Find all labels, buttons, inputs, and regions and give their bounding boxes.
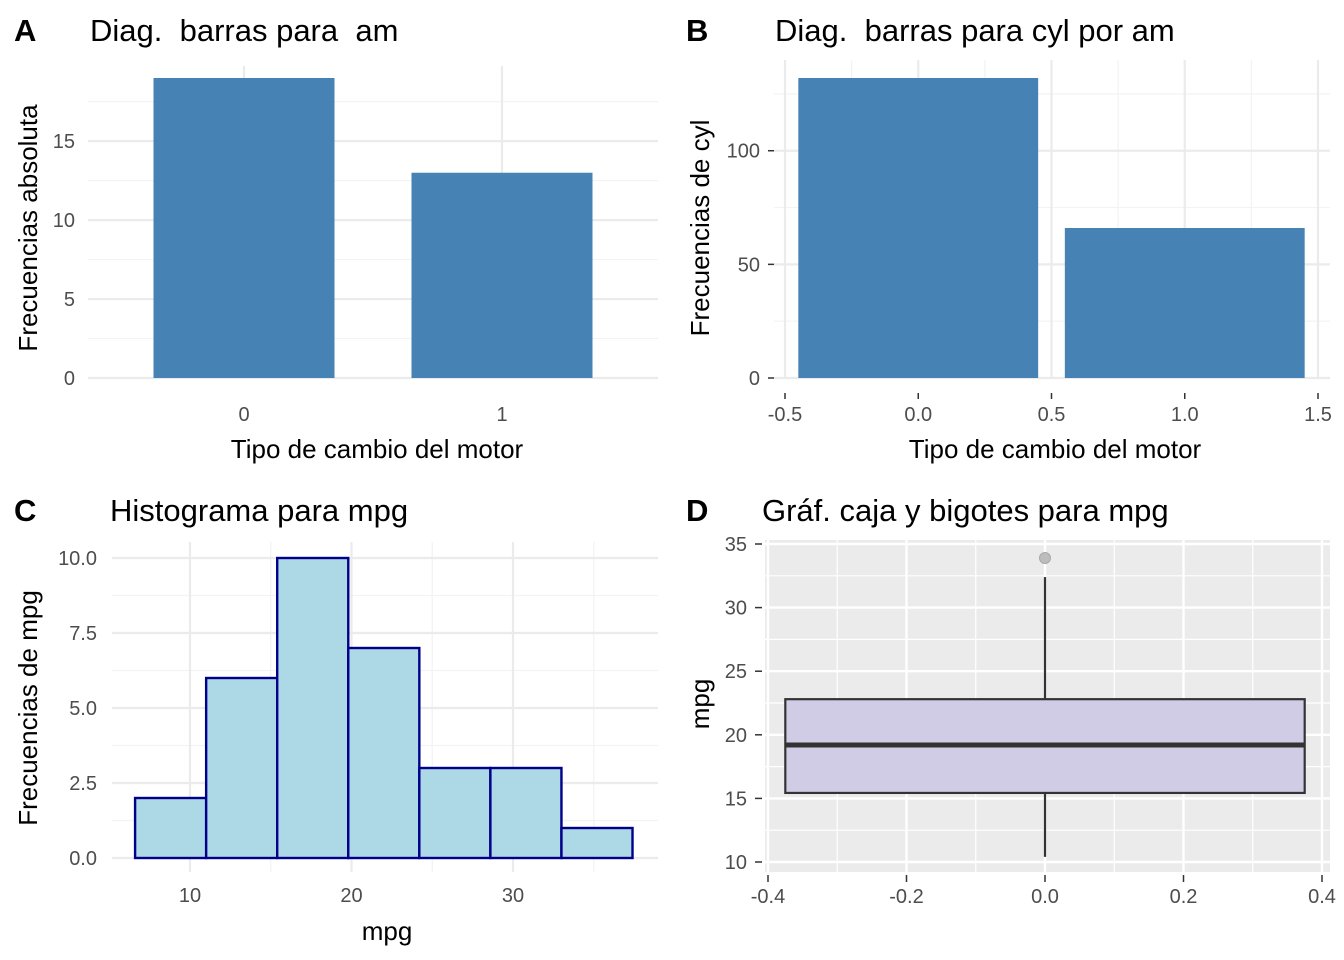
panel-d-title: Gráf. caja y bigotes para mpg bbox=[762, 493, 1169, 528]
panel-b-plot: 0 50 100 -0.5 0.0 0.5 1.0 1.5 bbox=[727, 60, 1332, 426]
panel-b-x-axis-title: Tipo de cambio del motor bbox=[909, 434, 1202, 464]
y-tick-label-1: 2.5 bbox=[69, 773, 97, 795]
panel-letter-b: B bbox=[686, 13, 708, 48]
y-tick-label-30: 30 bbox=[725, 598, 747, 620]
y-tick-label-0: 0 bbox=[749, 368, 760, 390]
x-tick-label-1: 1 bbox=[496, 404, 507, 426]
y-tick-label-50: 50 bbox=[738, 254, 760, 276]
x-tick-label-3: 0.2 bbox=[1170, 886, 1198, 908]
histogram-bin-5 bbox=[489, 766, 563, 860]
panel-b: B Diag. barras para cyl por am 0 50 100 -0.… bbox=[685, 13, 1332, 464]
y-tick-label-15: 15 bbox=[725, 788, 747, 810]
histogram-bin-6 bbox=[560, 826, 634, 860]
x-tick-label-0: 0 bbox=[238, 404, 249, 426]
y-tick-label-3: 7.5 bbox=[69, 623, 97, 645]
x-tick-label-10: 10 bbox=[179, 885, 201, 907]
panel-a-x-axis-title: Tipo de cambio del motor bbox=[231, 434, 524, 464]
x-tick-label-0: -0.4 bbox=[751, 886, 785, 908]
y-tick-label-15: 15 bbox=[53, 131, 75, 153]
panel-d-plot: 10 15 20 25 30 35 -0.4 -0.2 0.0 0.2 0.4 bbox=[725, 534, 1336, 908]
panel-b-title: Diag. barras para cyl por am bbox=[775, 13, 1175, 48]
histogram-bin-0 bbox=[133, 796, 208, 860]
panel-letter-d: D bbox=[686, 493, 708, 528]
x-tick-label-4: 1.5 bbox=[1304, 404, 1332, 426]
y-tick-label-10: 10 bbox=[53, 210, 75, 232]
histogram-bin-3 bbox=[347, 646, 421, 860]
x-tick-label-2: 0.5 bbox=[1038, 404, 1066, 426]
x-tick-label-1: 0.0 bbox=[904, 404, 932, 426]
panel-letter-c: C bbox=[14, 493, 36, 528]
x-tick-label-1: -0.2 bbox=[889, 886, 923, 908]
panel-c-plot: 0.0 2.5 5.0 7.5 10.0 10 20 30 bbox=[58, 542, 658, 907]
y-tick-label-2: 5.0 bbox=[69, 698, 97, 720]
outlier-point-0 bbox=[1039, 551, 1051, 564]
panel-d: D Gráf. caja y bigotes para mpg 10 15 20 25… bbox=[685, 493, 1336, 908]
panel-c: C Histograma para mpg 0.0 2.5 5.0 7.5 10.0 10… bbox=[13, 493, 658, 946]
panel-c-title: Histograma para mpg bbox=[110, 493, 408, 528]
bar-0 bbox=[798, 78, 1039, 378]
x-tick-label-4: 0.4 bbox=[1308, 886, 1336, 908]
x-tick-label-3: 1.0 bbox=[1171, 404, 1199, 426]
panel-a-plot: 0 5 10 15 0 1 bbox=[53, 66, 658, 426]
y-tick-label-5: 5 bbox=[64, 289, 75, 311]
y-tick-label-20: 20 bbox=[725, 725, 747, 747]
bar-0 bbox=[153, 78, 335, 378]
panel-b-y-axis-title: Frecuencias de cyl bbox=[685, 120, 715, 337]
y-tick-label-100: 100 bbox=[727, 141, 760, 163]
y-tick-label-10: 10 bbox=[725, 852, 747, 874]
x-tick-label-30: 30 bbox=[502, 885, 524, 907]
histogram-bin-4 bbox=[418, 766, 492, 860]
y-tick-label-4: 10.0 bbox=[58, 548, 97, 570]
y-tick-label-35: 35 bbox=[725, 534, 747, 556]
x-tick-label-2: 0.0 bbox=[1031, 886, 1059, 908]
histogram-bin-1 bbox=[204, 676, 279, 860]
y-tick-label-0: 0 bbox=[64, 368, 75, 390]
y-tick-label-0: 0.0 bbox=[69, 848, 97, 870]
panel-c-y-axis-title: Frecuencias de mpg bbox=[13, 590, 43, 826]
panel-a-title: Diag. barras para am bbox=[90, 13, 398, 48]
panel-c-x-axis-title: mpg bbox=[362, 916, 413, 946]
histogram-bin-2 bbox=[276, 556, 350, 860]
panel-letter-a: A bbox=[14, 13, 36, 48]
panel-d-y-axis-title: mpg bbox=[685, 679, 715, 730]
x-tick-label-20: 20 bbox=[340, 885, 362, 907]
bar-1 bbox=[411, 172, 593, 378]
x-tick-label-0: -0.5 bbox=[768, 404, 802, 426]
panel-a: A Diag. barras para am 0 5 10 15 0 1 Tipo de … bbox=[13, 13, 658, 464]
bar-1 bbox=[1064, 228, 1305, 378]
panel-a-y-axis-title: Frecuencias absoluta bbox=[13, 104, 43, 352]
y-tick-label-25: 25 bbox=[725, 661, 747, 683]
